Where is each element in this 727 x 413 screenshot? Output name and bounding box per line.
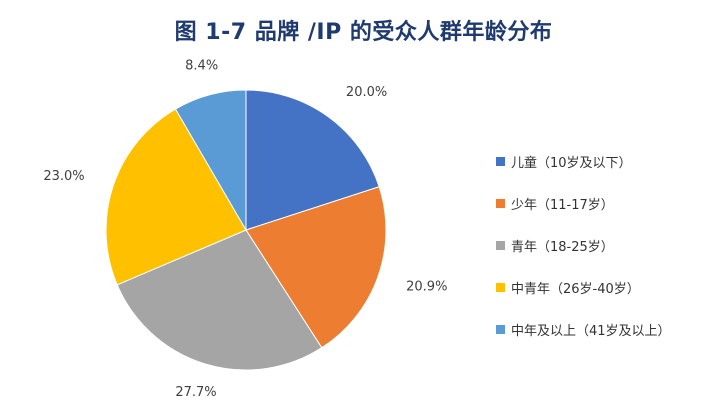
legend-item-teen: 少年（11-17岁） <box>496 182 721 224</box>
pie-value-labels: 20.0% 20.9% 27.7% 23.0% 8.4% <box>43 58 447 400</box>
pie-slices <box>105 89 387 371</box>
slice-middle-age <box>174 89 247 232</box>
legend-label: 儿童（10岁及以下） <box>511 155 632 171</box>
legend-label: 青年（18-25岁） <box>511 239 614 255</box>
legend-swatch <box>496 324 505 334</box>
legend-swatch <box>496 198 505 208</box>
legend-item-children: 儿童（10岁及以下） <box>496 140 721 182</box>
slice-teen <box>245 186 387 349</box>
legend-label: 中青年（26岁-40岁） <box>511 281 640 297</box>
legend-swatch <box>496 156 505 166</box>
slice-youth <box>116 229 323 371</box>
data-label: 23.0% <box>43 169 84 184</box>
legend-label: 中年及以上（41岁及以上） <box>511 323 671 339</box>
legend-label: 少年（11-17岁） <box>511 197 614 213</box>
legend-item-young-adult: 中青年（26岁-40岁） <box>496 266 721 308</box>
data-label: 20.9% <box>406 280 447 295</box>
legend: 儿童（10岁及以下） 少年（11-17岁） 青年（18-25岁） 中青年（26岁… <box>496 140 721 350</box>
data-label: 20.0% <box>346 85 387 100</box>
chart-title: 图 1-7 品牌 /IP 的受众人群年龄分布 <box>174 20 553 45</box>
data-label: 8.4% <box>185 58 218 73</box>
legend-swatch <box>496 240 505 250</box>
legend-item-youth: 青年（18-25岁） <box>496 224 721 266</box>
slice-children <box>245 89 380 231</box>
data-label: 27.7% <box>175 385 216 400</box>
slice-young-adult <box>105 108 247 286</box>
legend-item-middle-age: 中年及以上（41岁及以上） <box>496 308 721 350</box>
legend-swatch <box>496 282 505 292</box>
